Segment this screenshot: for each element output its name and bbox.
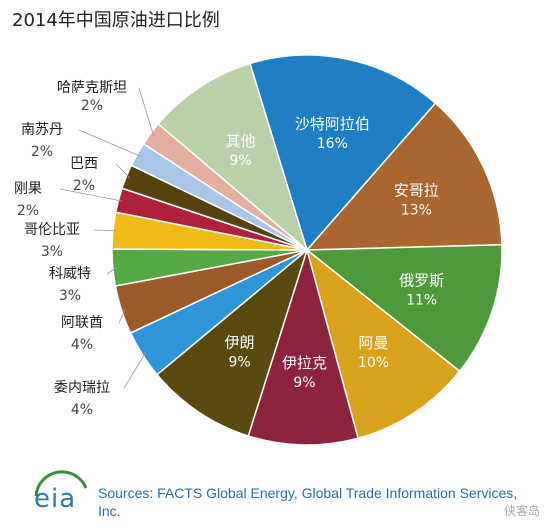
pie-slice [157, 62, 309, 253]
pie-slice [305, 247, 461, 440]
slice-value: 3% [41, 244, 63, 260]
pie-slice [247, 247, 359, 446]
source-note: Sources: FACTS Global Energy, Global Tra… [98, 485, 518, 519]
slice-value: 3% [59, 288, 81, 304]
slice-label: 阿联酋 [61, 314, 103, 331]
slice-value: 2% [17, 203, 39, 219]
slice-value: 13% [401, 203, 432, 219]
watermark: 侠客岛 [503, 504, 540, 518]
slice-label: 哈萨克斯坦 [57, 80, 127, 96]
leader-line [138, 87, 155, 137]
leader-line [106, 266, 118, 275]
leader-line [115, 163, 131, 179]
leader-line [93, 229, 117, 232]
slice-label: 刚果 [14, 181, 42, 197]
slice-value: 4% [71, 337, 93, 353]
pie-chart: 沙特阿拉伯 16% 安哥拉 13% 俄罗斯 11% 阿曼 10% 伊拉克 9% 伊朗 9% 委内瑞拉 4%… [14, 54, 503, 446]
slice-label: 委内瑞拉 [54, 380, 110, 396]
slice-value: 2% [31, 144, 53, 160]
slice-label: 俄罗斯 [399, 271, 444, 289]
slice-value: 11% [406, 292, 437, 308]
eia-logo-icon [34, 470, 88, 497]
slice-label: 安哥拉 [394, 182, 439, 200]
slice-value: 9% [293, 375, 315, 391]
slice-label: 巴西 [70, 156, 98, 172]
slice-label: 科威特 [49, 266, 91, 282]
slice-label: 沙特阿拉伯 [295, 115, 370, 133]
footer: eia Sources: FACTS Global Energy, Global… [0, 462, 550, 530]
chart-title: 2014年中国原油进口比例 [12, 10, 220, 31]
pie-slice [304, 243, 503, 373]
slice-value: 2% [81, 98, 103, 114]
slice-value: 9% [229, 153, 251, 169]
slice-label: 南苏丹 [21, 122, 63, 138]
slice-value: 9% [228, 354, 250, 370]
pie-slice [249, 54, 437, 252]
slice-label: 其他 [226, 132, 256, 150]
eia-logo-text: eia [34, 484, 77, 514]
leader-lines [59, 87, 155, 389]
slice-labels: 沙特阿拉伯 16% 安哥拉 13% 俄罗斯 11% 阿曼 10% 伊拉克 9% 伊朗 9% 委内瑞拉 4%… [14, 80, 444, 418]
slice-value: 4% [71, 402, 93, 418]
slice-label: 伊拉克 [282, 354, 327, 372]
pie-slice [305, 102, 503, 251]
slice-value: 16% [317, 136, 348, 152]
pie-slice [155, 247, 309, 437]
leader-line [118, 308, 126, 324]
leader-line [59, 188, 123, 202]
slice-label: 阿曼 [358, 334, 388, 352]
slice-value: 10% [358, 355, 389, 371]
leader-line [123, 352, 147, 389]
slice-label: 伊朗 [225, 333, 255, 351]
leader-line [78, 129, 141, 157]
slice-value: 2% [73, 178, 95, 194]
slice-label: 哥伦比亚 [24, 222, 80, 238]
